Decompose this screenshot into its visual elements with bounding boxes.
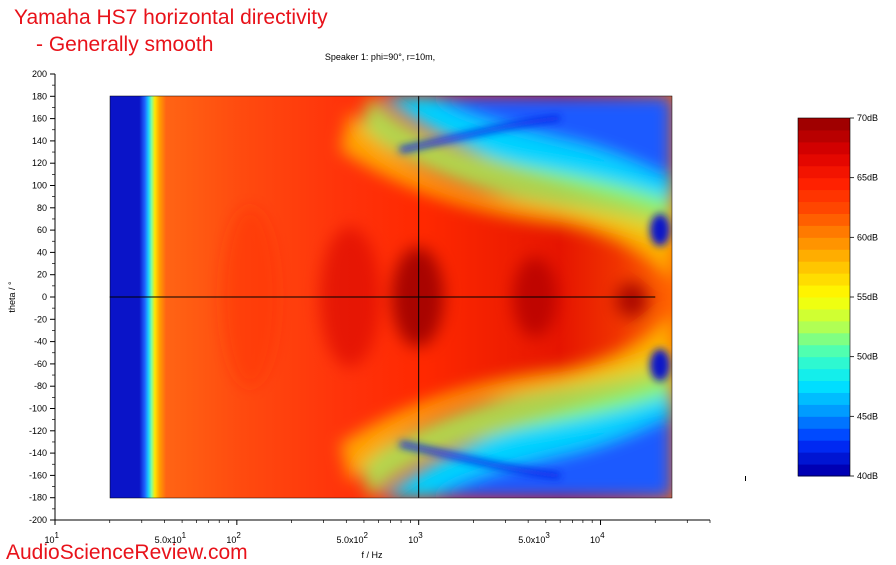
y-tick-label: 100 [32,181,47,191]
colorbar-band [798,416,850,429]
y-tick-label: -20 [34,314,47,324]
colorbar-tick-label: 45dB [857,411,878,421]
colorbar-band [798,141,850,155]
colorbar-band [798,332,850,346]
colorbar: 70dB 65dB 60dB 55dB 50dB 45dB 40dB [797,113,878,481]
colorbar-tick-label: 50dB [857,352,878,362]
colorbar-band [798,440,850,453]
colorbar-tick-label: 55dB [857,292,878,302]
colorbar-tick-label: 65dB [857,173,878,183]
colorbar-tick-label: 40dB [857,471,878,481]
x-tick-label: 5.0x101 [155,531,187,545]
overlay-title: Yamaha HS7 horizontal directivity - Gene… [14,4,328,58]
overlay-title-line2: - Generally smooth [36,33,214,56]
x-tick-label: 104 [590,531,605,545]
y-tick-label: 80 [37,203,47,213]
colorbar-band [798,201,850,214]
crosshair [109,96,656,498]
y-tick-label: 160 [32,114,47,124]
tick-mark [745,476,746,481]
colorbar-band [798,404,850,417]
x-tick-label: 5.0x102 [336,531,368,545]
colorbar-band [798,261,850,274]
colorbar-band [798,392,850,405]
colorbar-band [798,368,850,382]
colorbar-band [798,344,850,358]
colorbar-tick-label: 60dB [857,232,878,242]
colorbar-band [798,189,850,203]
overlay-title-line1: Yamaha HS7 horizontal directivity [14,6,328,29]
y-tick-label: -40 [34,337,47,347]
colorbar-band [798,285,850,298]
watermark: AudioScienceReview.com [6,541,248,564]
colorbar-band [798,452,850,465]
colorbar-band [798,118,850,131]
colorbar-band [798,225,850,238]
axes: 200180160140120100806040200-20-40-60-80-… [29,69,711,545]
y-tick-label: 20 [37,270,47,280]
colorbar-band [798,165,850,179]
x-tick-label: 101 [45,531,60,545]
y-tick-label: -100 [29,404,47,414]
y-tick-label: 200 [32,69,47,79]
y-tick-label: 140 [32,136,47,146]
colorbar-band [798,177,850,191]
y-tick-label: 60 [37,225,47,235]
colorbar-band [798,213,850,226]
y-tick-label: 180 [32,91,47,101]
x-tick-label: 102 [226,531,241,545]
colorbar-band [798,249,850,262]
colorbar-tick-label: 70dB [857,113,878,123]
y-tick-label: -180 [29,493,47,503]
y-tick-label: -160 [29,470,47,480]
colorbar-band [798,380,850,393]
chart-title: Speaker 1: phi=90°, r=10m, [324,52,436,62]
colorbar-band [798,356,850,370]
x-tick-label: 103 [408,531,423,545]
colorbar-band [798,237,850,250]
colorbar-band [798,308,850,322]
colorbar-band [798,129,850,143]
y-tick-label: -120 [29,426,47,436]
colorbar-band [798,320,850,334]
colorbar-band [798,273,850,286]
colorbar-band [798,464,850,477]
y-axis-label: theta / ° [7,281,17,313]
y-tick-label: 120 [32,158,47,168]
x-tick-label: 5.0x103 [518,531,550,545]
y-tick-label: 0 [42,292,47,302]
y-tick-label: 40 [37,247,47,257]
colorbar-band [798,428,850,441]
y-tick-label: -60 [34,359,47,369]
colorbar-band [798,153,850,167]
y-tick-label: -80 [34,381,47,391]
y-tick-label: -140 [29,448,47,458]
y-tick-label: -200 [29,515,47,525]
heatmap-fringes [399,115,670,479]
x-axis-label: f / Hz [361,550,383,560]
colorbar-band [798,297,850,310]
